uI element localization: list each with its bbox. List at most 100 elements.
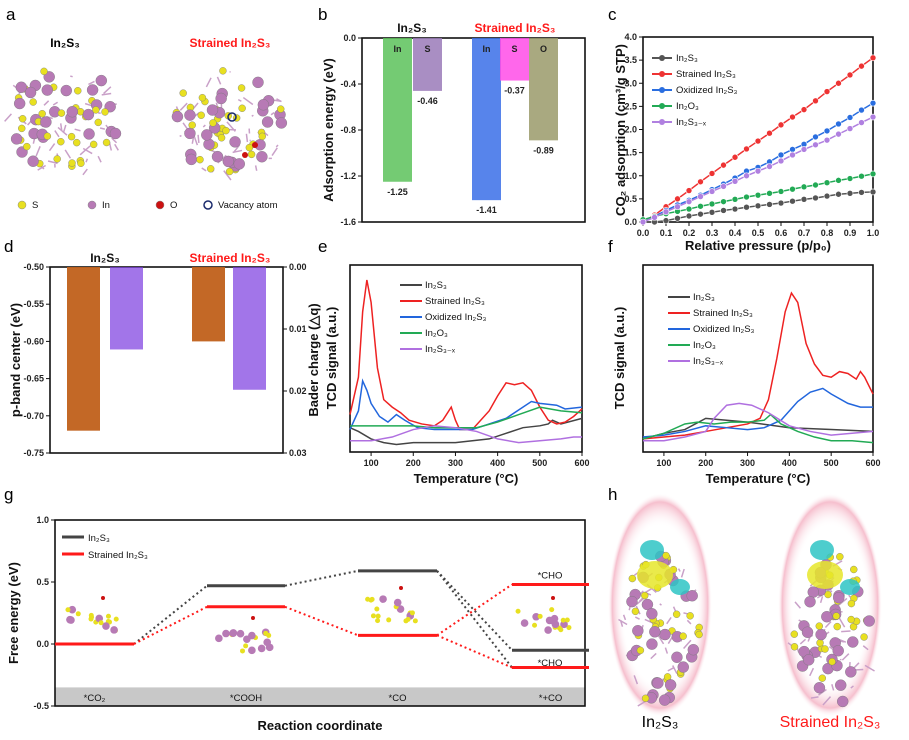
bond: [4, 113, 12, 122]
indium-atom: [248, 646, 256, 655]
indium-atom: [396, 605, 405, 613]
data-point: [777, 121, 785, 129]
legend-label: In₂S₃: [676, 53, 698, 64]
data-point: [823, 179, 831, 186]
data-point: [812, 97, 819, 105]
x-axis-label-g: Reaction coordinate: [258, 718, 383, 733]
panel-label-b: b: [318, 5, 327, 24]
data-point: [846, 175, 854, 182]
charge-depletion-isosurface: [810, 540, 834, 560]
data-point: [720, 207, 727, 214]
y-axis-label-f: TCD signal (a.u.): [612, 307, 627, 410]
sulfur-atom: [564, 617, 570, 623]
legend-marker: [659, 55, 665, 61]
y-tick-label-d: -0.70: [23, 411, 44, 421]
y-tick-label-g: 0.5: [36, 577, 49, 587]
legend-label: Oxidized In₂S₃: [693, 324, 755, 335]
y-tick-label-c: 0.5: [624, 194, 637, 204]
bond: [103, 86, 112, 95]
data-point: [685, 198, 693, 205]
sulfur-atom: [815, 622, 823, 630]
indium-atom: [110, 626, 118, 634]
indium-atom: [83, 128, 95, 140]
indium-atom: [184, 109, 196, 121]
data-point: [869, 54, 877, 62]
y-tick-label-d-right: 0.00: [289, 262, 307, 272]
data-point: [777, 157, 785, 165]
adsorbate-molecule: [251, 616, 255, 620]
axes-frame-d: [49, 266, 284, 454]
bond: [82, 168, 88, 176]
data-point: [789, 113, 796, 121]
indium-atom: [257, 644, 266, 653]
y-tick-label-c: 0.0: [624, 217, 637, 227]
legend-label: Strained In₂S₃: [676, 69, 736, 80]
bond: [633, 675, 639, 685]
y-tick-label-d-right: 0.03: [289, 448, 307, 458]
x-axis-label-e: Temperature (°C): [414, 471, 519, 486]
sulfur-atom: [816, 639, 824, 647]
legend-label: Oxidized In₂S₃: [676, 85, 738, 96]
sulfur-atom: [405, 616, 411, 622]
sulfur-atom: [832, 612, 841, 620]
data-point: [708, 208, 716, 216]
indium-atom: [801, 626, 814, 638]
sulfur-atom: [247, 150, 256, 159]
bond: [683, 639, 692, 650]
sulfur-atom: [73, 138, 81, 147]
sulfur-atom: [38, 110, 46, 118]
sulfur-atom: [102, 138, 111, 147]
bond: [242, 96, 254, 106]
legend-hollow-circle-icon: [203, 200, 213, 210]
indium-atom: [659, 628, 671, 641]
sulfur-atom: [89, 614, 95, 620]
sulfur-atom: [686, 612, 694, 620]
bond: [57, 126, 68, 136]
indium-atom: [243, 635, 251, 644]
data-point: [789, 151, 796, 159]
indium-atom: [646, 608, 658, 620]
indium-atom: [184, 127, 196, 140]
cho-label: *CHO: [538, 658, 563, 669]
group-label: In₂S₃: [397, 21, 427, 35]
bond: [179, 102, 188, 111]
x-tick-label-e: 300: [448, 458, 463, 468]
bond: [862, 645, 869, 651]
bond: [799, 638, 807, 645]
indium-atom: [201, 129, 213, 141]
bond: [650, 652, 657, 660]
sulfur-atom: [237, 84, 246, 92]
legend-marker: [659, 71, 665, 77]
y-tick-label-c: 3.5: [624, 55, 637, 65]
bar-value-label: -1.41: [476, 205, 497, 215]
tcd-curve: [350, 406, 583, 429]
indium-atom: [222, 155, 235, 168]
indium-atom: [229, 629, 237, 638]
x-tick-label-f: 300: [740, 458, 755, 468]
bond: [677, 568, 681, 572]
data-point: [720, 183, 727, 190]
x-tick-label-f: 500: [824, 458, 839, 468]
sulfur-atom: [370, 613, 376, 619]
connector-dotted: [436, 583, 513, 637]
indium-atom: [520, 619, 529, 627]
bond: [114, 143, 119, 151]
legend-marker: [659, 87, 665, 93]
sulfur-atom: [560, 617, 566, 623]
sulfur-atom: [196, 155, 204, 164]
legend-label: In₂O₃: [676, 101, 699, 112]
data-point: [754, 202, 762, 210]
data-point: [846, 125, 854, 132]
sulfur-atom: [68, 159, 76, 167]
data-point: [858, 119, 865, 126]
indium-atom: [847, 636, 859, 648]
bond: [232, 149, 243, 154]
charge-depletion-isosurface: [840, 579, 860, 595]
bond: [223, 170, 232, 181]
bond: [179, 134, 182, 137]
charge-accumulation-isosurface: [637, 561, 673, 589]
sulfur-atom: [860, 633, 868, 641]
indium-atom: [15, 81, 28, 93]
bond: [822, 696, 832, 706]
y-axis-label-e: TCD signal (a.u.): [324, 307, 339, 410]
